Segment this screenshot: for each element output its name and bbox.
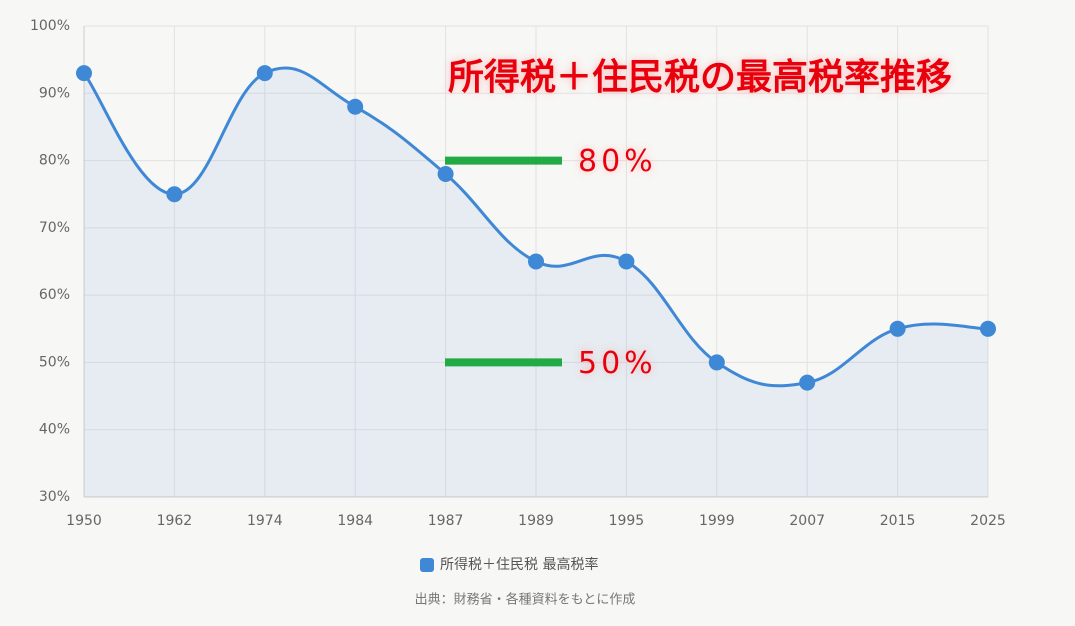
y-tick-label: 70%	[39, 220, 70, 236]
x-tick-label: 1987	[428, 513, 464, 529]
y-tick-label: 40%	[39, 422, 70, 438]
line	[82, 66, 989, 388]
x-tick-label: 2025	[970, 513, 1006, 529]
point	[618, 253, 635, 270]
y-tick-label: 60%	[39, 287, 70, 303]
y-tick-label: 30%	[39, 489, 70, 505]
point	[889, 320, 906, 337]
x-tick-label: 1962	[157, 513, 193, 529]
point	[347, 98, 364, 115]
legend-label: 所得税＋住民税 最高税率	[440, 556, 598, 573]
x-tick-label: 1974	[247, 513, 283, 529]
area	[84, 67, 988, 498]
y-tick-label: 90%	[39, 85, 70, 101]
legend-swatch	[420, 558, 434, 572]
x-tick-label: 1984	[337, 513, 373, 529]
point	[76, 65, 92, 82]
point	[799, 374, 816, 391]
x-tick-label: 1950	[66, 513, 102, 529]
annotation-label: 80%	[578, 144, 657, 179]
chart-title: 所得税＋住民税の最高税率推移	[448, 57, 952, 98]
x-tick-label: 1989	[518, 513, 554, 529]
y-tick-label: 80%	[39, 153, 70, 169]
y-tick-label: 50%	[39, 354, 70, 370]
point	[528, 253, 544, 270]
source-note: 出典：財務省・各種資料をもとに作成	[415, 592, 636, 608]
y-tick-label: 100%	[30, 18, 70, 34]
point	[980, 320, 996, 337]
x-tick-label: 2015	[880, 513, 916, 529]
annotation-label: 50%	[578, 346, 657, 381]
x-tick-label: 1999	[699, 513, 735, 529]
x-tick-label: 1995	[609, 513, 645, 529]
point	[437, 166, 454, 183]
point	[708, 354, 725, 371]
point	[166, 186, 183, 203]
point	[256, 65, 273, 82]
x-tick-label: 2007	[789, 513, 825, 529]
